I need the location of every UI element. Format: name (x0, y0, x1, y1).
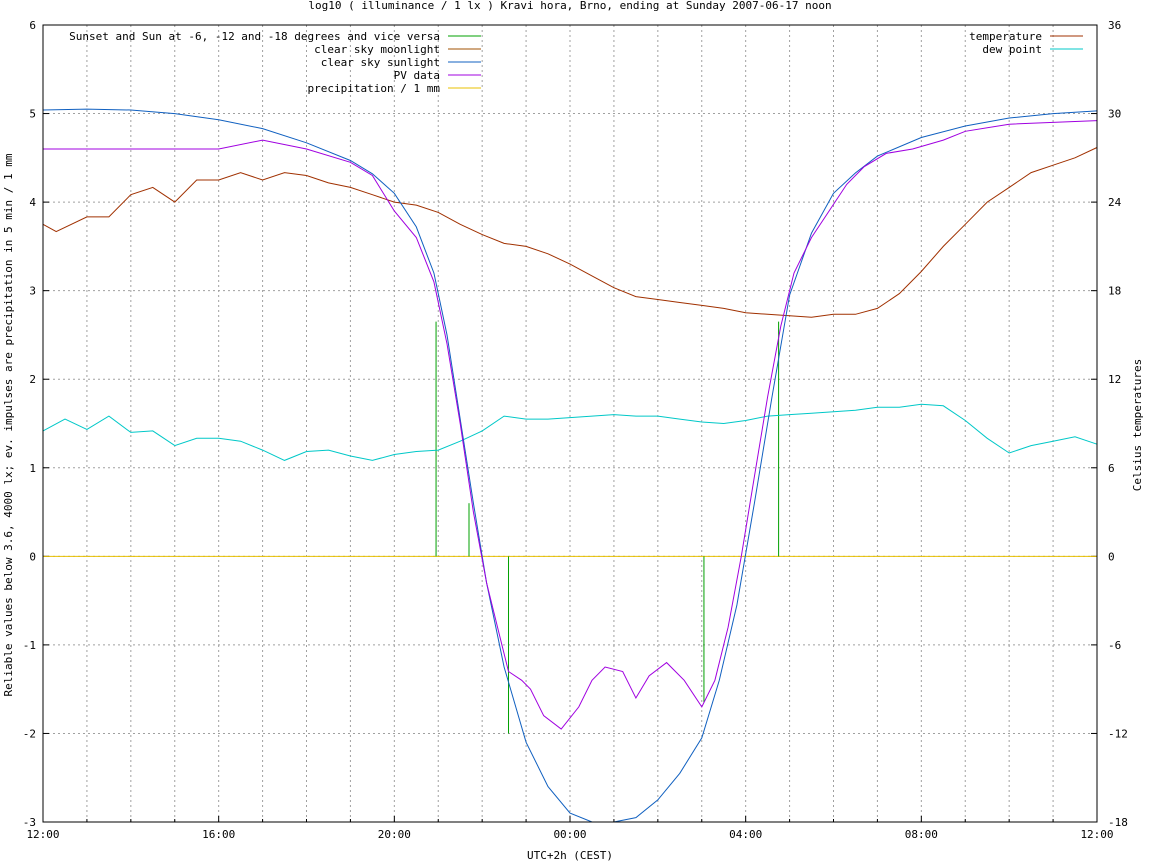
y2-tick-label: 12 (1108, 373, 1121, 386)
clear-sky-sunlight-series (42, 108, 1098, 823)
dew-point-series (42, 403, 1098, 461)
y2-tick-label: 24 (1108, 196, 1122, 209)
y2-tick-label: 30 (1108, 108, 1121, 121)
y-tick-label: 0 (29, 550, 36, 563)
y-tick-label: 3 (29, 285, 36, 298)
legend-label: PV data (394, 69, 440, 82)
x-tick-label: 00:00 (553, 828, 586, 841)
y-tick-label: -1 (23, 639, 36, 652)
y2-tick-label: 36 (1108, 19, 1121, 32)
series (42, 108, 1098, 823)
plot-frame (42, 24, 1098, 823)
y2-tick-label: -6 (1108, 639, 1121, 652)
y2-axis-label: Celsius temperatures (1131, 359, 1144, 491)
legend: Sunset and Sun at -6, -12 and -18 degree… (69, 30, 1083, 95)
legend-label: temperature (969, 30, 1042, 43)
y2-tick-label: -18 (1108, 816, 1128, 829)
x-tick-label: 04:00 (729, 828, 762, 841)
x-tick-label: 20:00 (378, 828, 411, 841)
x-axis-label: UTC+2h (CEST) (527, 849, 613, 862)
y-tick-label: 6 (29, 19, 36, 32)
y-tick-label: 2 (29, 373, 36, 386)
x-tick-label: 08:00 (905, 828, 938, 841)
legend-label: Sunset and Sun at -6, -12 and -18 degree… (69, 30, 440, 43)
legend-label: dew point (982, 43, 1042, 56)
x-tick-label: 12:00 (1080, 828, 1113, 841)
legend-label: precipitation / 1 mm (308, 82, 441, 95)
grid (43, 25, 1097, 822)
x-tick-label: 16:00 (202, 828, 235, 841)
chart-title: log10 ( illuminance / 1 lx ) Kravi hora,… (308, 0, 831, 12)
pv-data-series (43, 120, 1098, 730)
y2-tick-label: -12 (1108, 727, 1128, 740)
temperature-series (42, 147, 1098, 318)
y2-tick-label: 18 (1108, 285, 1121, 298)
y-tick-label: 1 (29, 462, 36, 475)
x-tick-label: 12:00 (26, 828, 59, 841)
y-tick-label: -2 (23, 727, 36, 740)
legend-label: clear sky moonlight (314, 43, 440, 56)
y-axis-label: Reliable values below 3.6, 4000 lx; ev. … (2, 153, 15, 696)
y2-tick-label: 0 (1108, 550, 1115, 563)
legend-label: clear sky sunlight (321, 56, 440, 69)
y2-tick-label: 6 (1108, 462, 1115, 475)
y-tick-label: -3 (23, 816, 36, 829)
y-tick-label: 5 (29, 108, 36, 121)
y-tick-label: 4 (29, 196, 36, 209)
